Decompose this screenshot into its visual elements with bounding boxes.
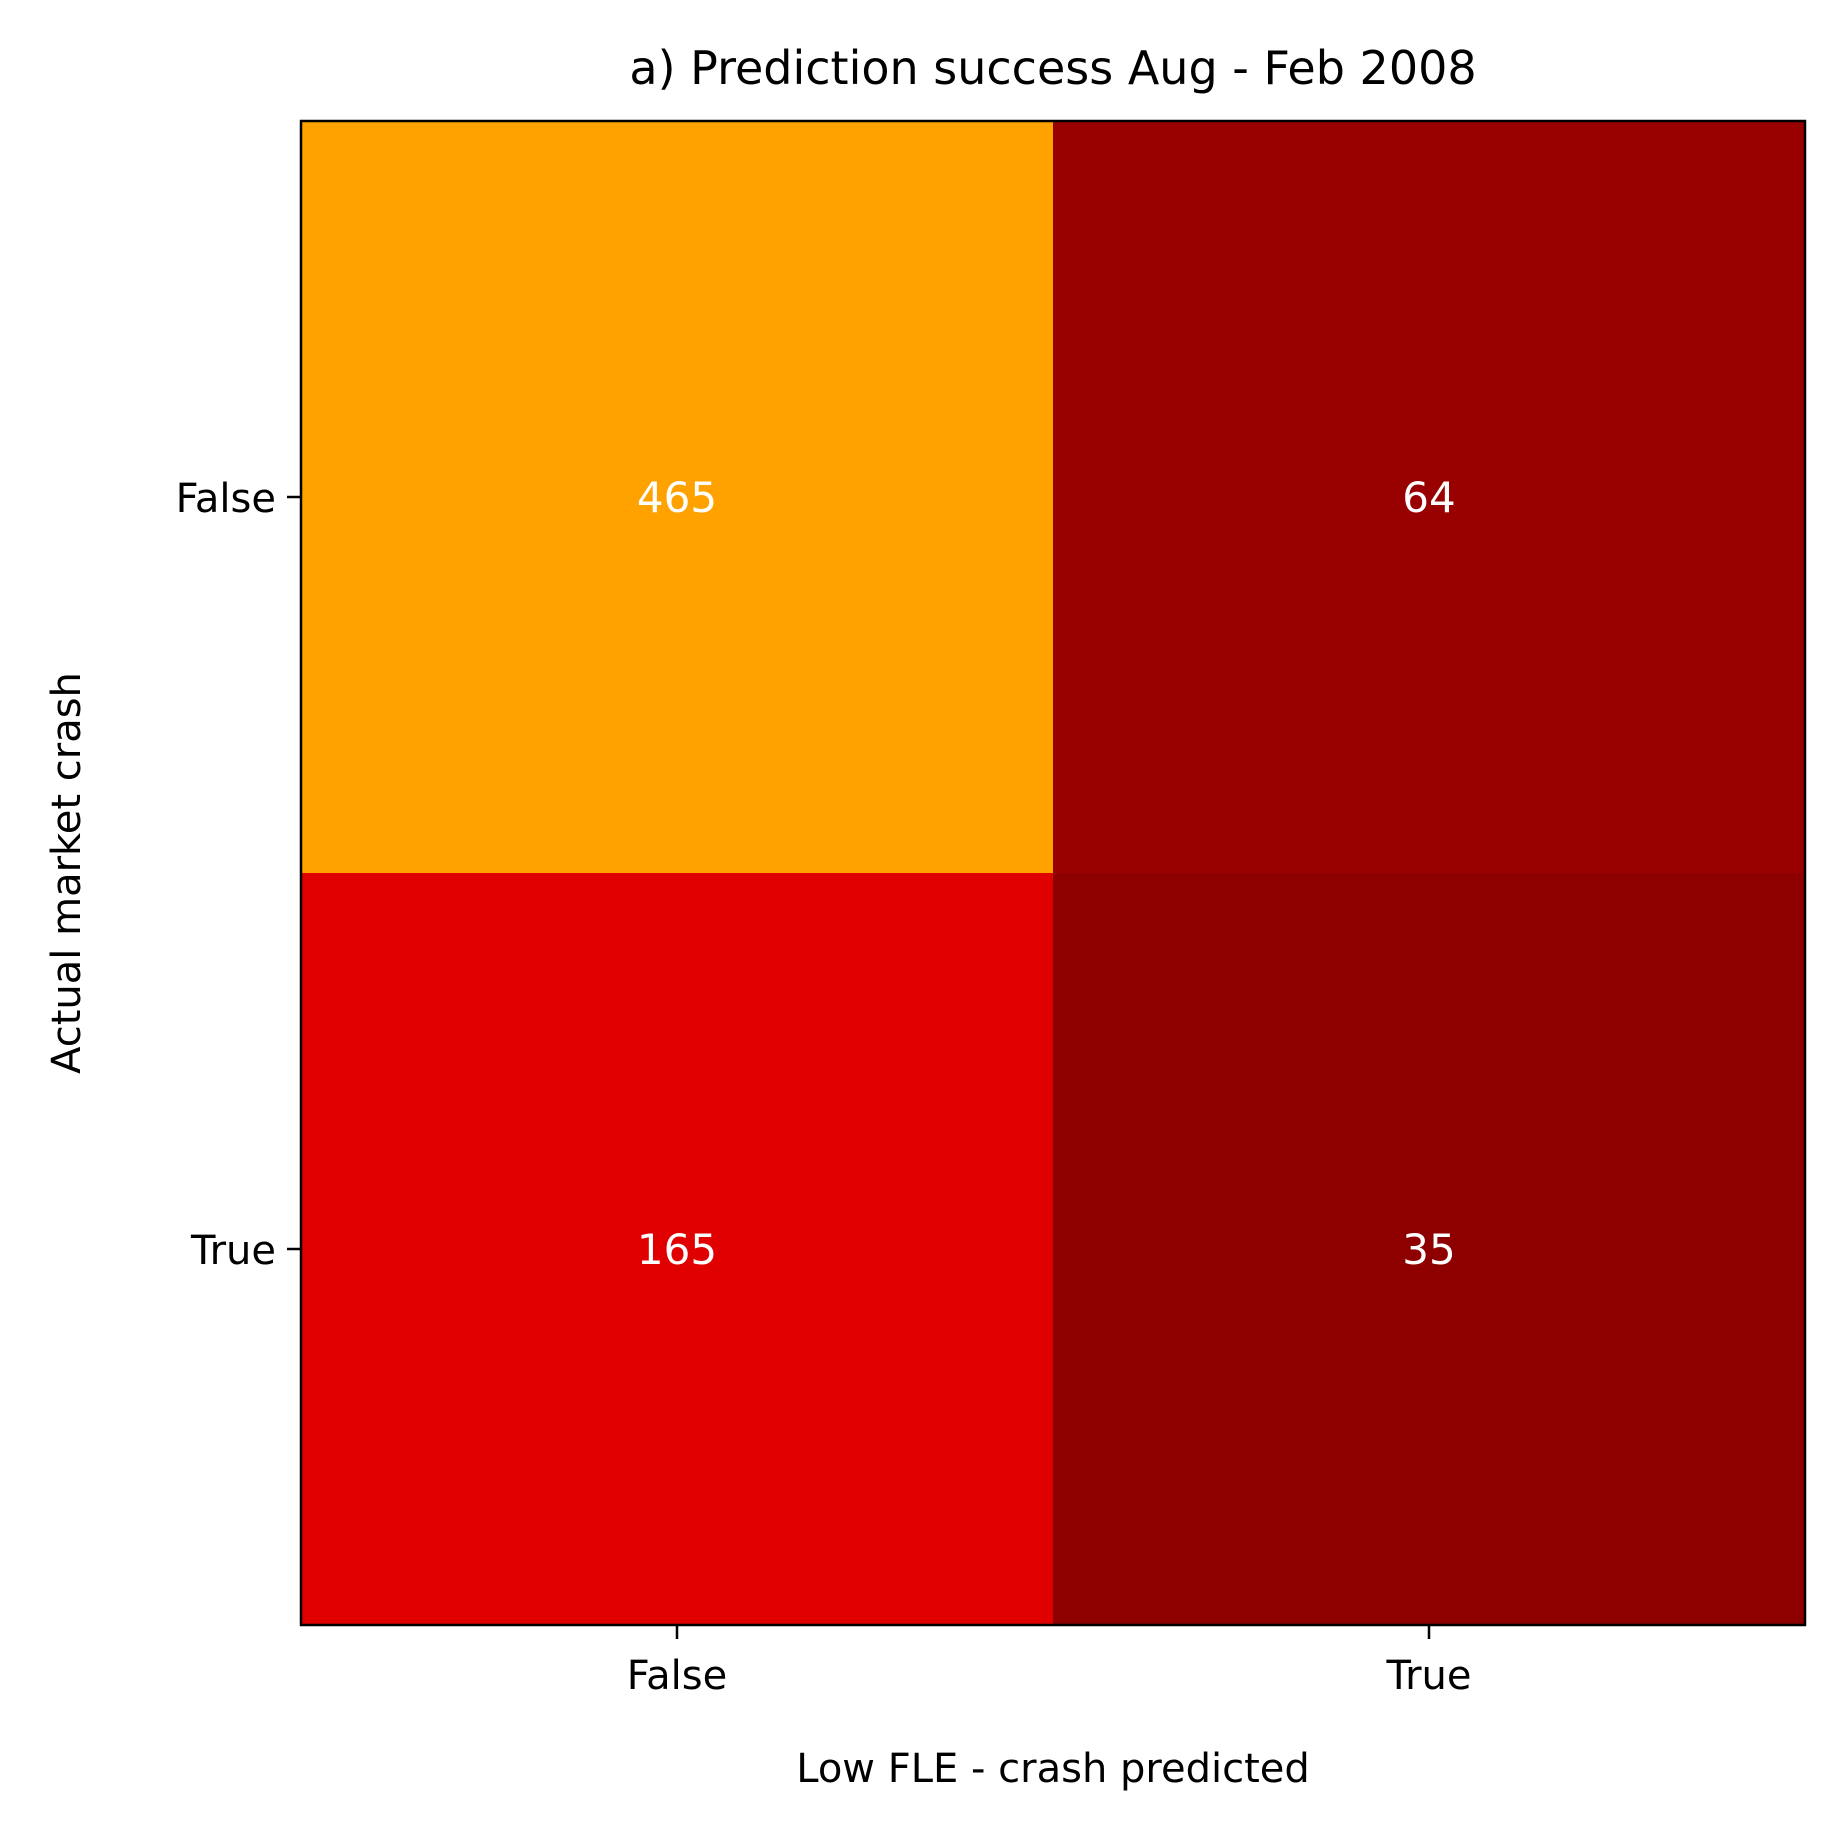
heatmap-cell-true-false (301, 873, 1053, 1625)
cell-value-label: 64 (1402, 473, 1455, 522)
heatmap-cell-false-true (1053, 121, 1805, 873)
y-tick-label: True (190, 1228, 276, 1274)
chart-title: a) Prediction success Aug - Feb 2008 (629, 41, 1476, 95)
axis-ticks (287, 495, 1431, 1639)
cell-value-label: 35 (1402, 1225, 1455, 1274)
y-tick-label: False (176, 476, 276, 522)
x-tick-label: False (627, 1653, 727, 1699)
heatmap-cell-false-false (301, 121, 1053, 873)
cell-value-label: 165 (637, 1225, 717, 1274)
plot-frame (299, 119, 1807, 1627)
x-axis-label: Low FLE - crash predicted (796, 1746, 1310, 1792)
x-tick-label: True (1386, 1653, 1472, 1699)
heatmap-value-labels: 465 64 165 35 (637, 473, 1456, 1274)
y-axis-label: Actual market crash (44, 672, 90, 1074)
heatmap-cell-true-true (1053, 873, 1805, 1625)
axis-tick-labels: False True False True (176, 476, 1472, 1699)
cell-value-label: 465 (637, 473, 717, 522)
heatmap-cells (301, 121, 1805, 1625)
